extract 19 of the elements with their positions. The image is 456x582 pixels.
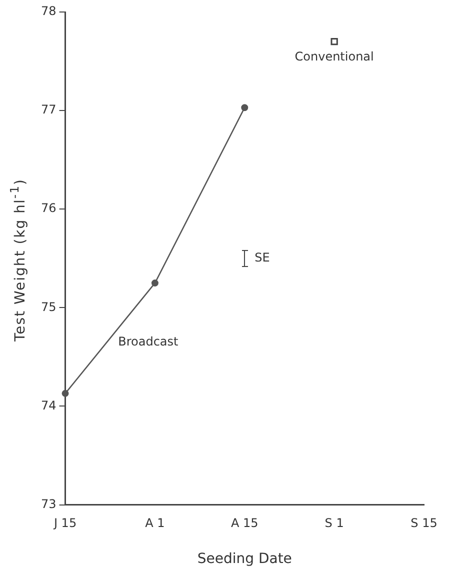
y-tick-label: 74 <box>40 398 56 412</box>
y-tick-label: 78 <box>40 4 56 18</box>
x-tick-label: J 15 <box>52 516 77 530</box>
x-tick-label: S 15 <box>410 516 438 530</box>
x-tick-label: A 15 <box>230 516 258 530</box>
y-tick-label: 73 <box>40 496 56 511</box>
series-label: Broadcast <box>118 334 179 348</box>
y-tick-label: 77 <box>40 102 56 117</box>
x-tick-label: S 1 <box>324 516 344 530</box>
point <box>241 104 248 112</box>
series-label: Conventional <box>294 50 374 64</box>
point <box>151 280 158 287</box>
x-tick-label: A 1 <box>145 516 165 530</box>
point <box>62 390 69 397</box>
point <box>330 38 338 46</box>
y-tick-label: 76 <box>40 201 56 216</box>
annotation: SE <box>254 250 270 265</box>
y-tick-label: 75 <box>40 300 56 314</box>
x-axis-title: Seeding Date <box>197 551 292 568</box>
